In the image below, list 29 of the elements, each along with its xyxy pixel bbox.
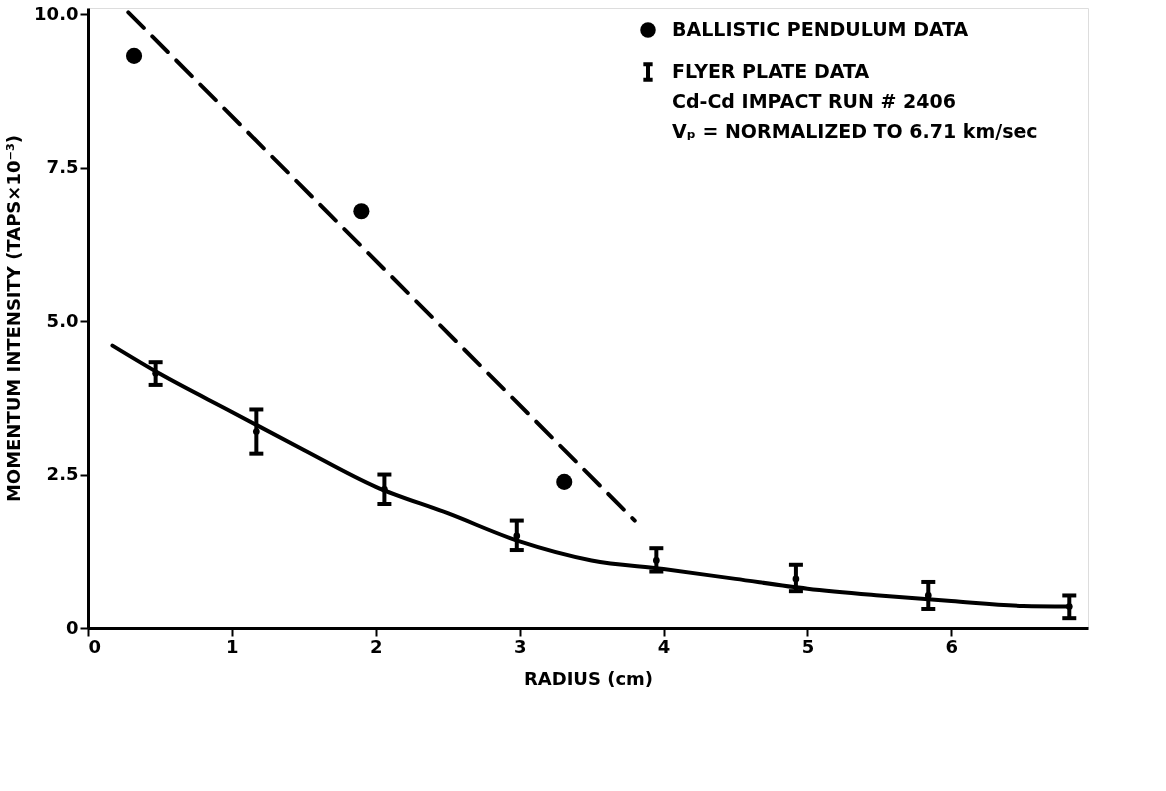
annotation: Vₚ = NORMALIZED TO 6.71 km/sec <box>672 120 1038 142</box>
point <box>125 47 143 64</box>
point <box>381 485 388 493</box>
legend-label: FLYER PLATE DATA <box>672 60 870 82</box>
point <box>152 369 159 377</box>
point <box>513 532 521 540</box>
x-tick-label: 3 <box>513 635 527 657</box>
annotation: Cd-Cd IMPACT RUN # 2406 <box>672 90 956 112</box>
x-tick-label: 4 <box>657 635 671 657</box>
x-tick-label: 5 <box>801 635 815 657</box>
point <box>556 473 573 490</box>
point <box>792 575 800 583</box>
y-tick-label: 0 <box>65 616 79 638</box>
x-tick-label: 1 <box>226 635 239 657</box>
point <box>924 592 932 599</box>
point <box>1065 603 1073 610</box>
x-tick-label: 2 <box>370 635 383 657</box>
point <box>252 428 260 435</box>
legend-label: BALLISTIC PENDULUM DATA <box>672 18 969 40</box>
x-axis-title: RADIUS (cm) <box>523 667 654 689</box>
y-axis-title: MOMENTUM INTENSITY (TAPS×10⁻³) <box>3 134 25 503</box>
y-tick-label: 7.5 <box>46 156 79 178</box>
x-tick-label: 0 <box>88 635 102 657</box>
x-tick-label: 6 <box>945 635 959 657</box>
point <box>353 203 370 220</box>
y-tick-label: 5.0 <box>46 309 79 331</box>
point <box>652 557 660 564</box>
y-tick-label: 10.0 <box>34 2 79 24</box>
y-tick-label: 2.5 <box>46 463 79 485</box>
